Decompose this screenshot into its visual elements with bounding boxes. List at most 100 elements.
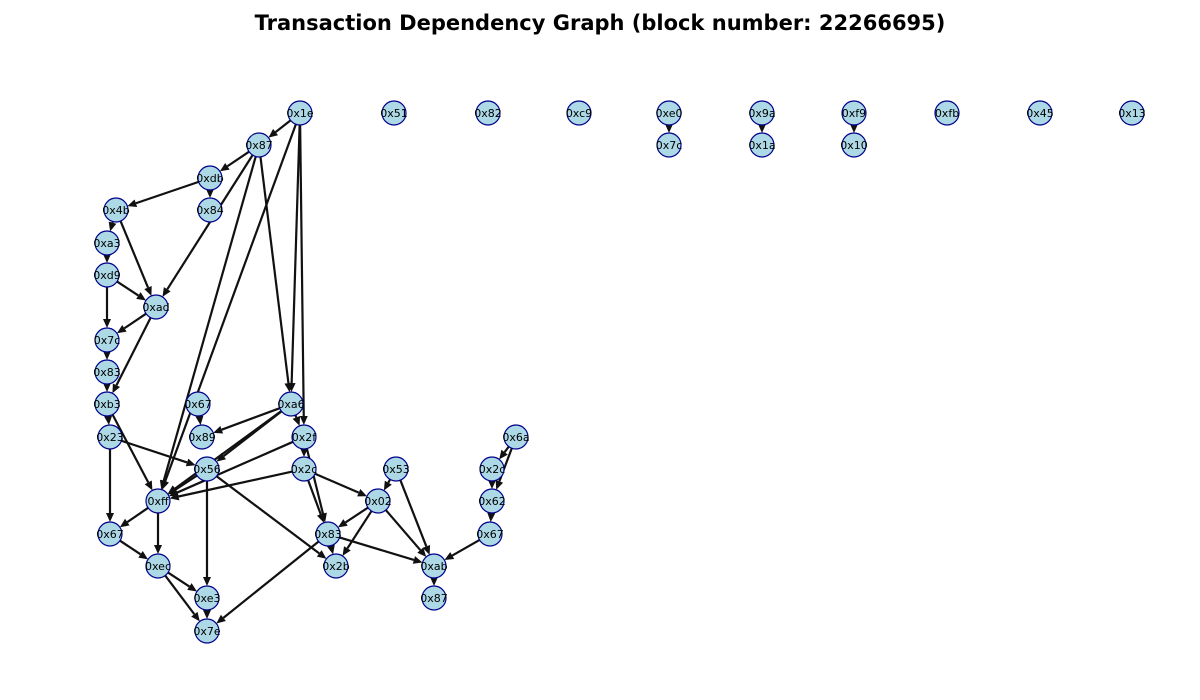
node-circle[interactable]: [291, 424, 317, 450]
node-n_fb[interactable]: 0xfb: [934, 100, 960, 126]
node-n_ff[interactable]: 0xff: [145, 488, 171, 514]
node-circle[interactable]: [421, 585, 447, 611]
node-n_87a[interactable]: 0x87: [245, 132, 273, 158]
node-circle[interactable]: [656, 100, 682, 126]
node-n_7c1[interactable]: 0x7c: [656, 132, 683, 158]
node-n_1e[interactable]: 0x1e: [286, 100, 314, 126]
node-circle[interactable]: [934, 100, 960, 126]
node-n_9a[interactable]: 0x9a: [748, 100, 776, 126]
node-n_ad[interactable]: 0xad: [142, 294, 170, 320]
node-circle[interactable]: [94, 327, 120, 353]
node-circle[interactable]: [477, 521, 503, 547]
node-n_2f[interactable]: 0x2f: [291, 424, 318, 450]
node-n_02[interactable]: 0x02: [364, 488, 392, 514]
node-circle[interactable]: [365, 488, 391, 514]
node-n_67a[interactable]: 0x67: [184, 391, 212, 417]
node-circle[interactable]: [143, 294, 169, 320]
node-circle[interactable]: [97, 424, 123, 450]
node-n_83b[interactable]: 0x83: [314, 521, 342, 547]
node-n_a6[interactable]: 0xa6: [277, 391, 305, 417]
node-circle[interactable]: [383, 456, 409, 482]
node-n_83a[interactable]: 0x83: [93, 359, 121, 385]
node-n_56[interactable]: 0x56: [193, 456, 221, 482]
node-circle[interactable]: [189, 424, 215, 450]
edge-arrowhead: [850, 124, 858, 133]
node-circle[interactable]: [185, 391, 211, 417]
node-n_2b[interactable]: 0x2b: [322, 553, 350, 579]
node-n_e3[interactable]: 0xe3: [194, 585, 221, 611]
edge-arrowhead: [154, 545, 162, 554]
node-label: 0xd9: [93, 269, 121, 282]
node-circle[interactable]: [841, 132, 867, 158]
node-circle[interactable]: [194, 618, 220, 644]
node-n_4b[interactable]: 0x4b: [102, 197, 130, 223]
node-circle[interactable]: [749, 100, 775, 126]
node-circle[interactable]: [145, 488, 171, 514]
node-n_b3[interactable]: 0xb3: [93, 391, 121, 417]
node-n_ec[interactable]: 0xec: [145, 553, 171, 579]
node-circle[interactable]: [749, 132, 775, 158]
node-n_7e[interactable]: 0x7e: [193, 618, 221, 644]
node-circle[interactable]: [194, 585, 220, 611]
node-circle[interactable]: [503, 424, 529, 450]
edge-n_02-n_83b: [338, 506, 369, 528]
node-n_e0[interactable]: 0xe0: [656, 100, 683, 126]
node-n_ab[interactable]: 0xab: [420, 553, 448, 579]
node-circle[interactable]: [566, 100, 592, 126]
node-circle[interactable]: [656, 132, 682, 158]
node-n_6a[interactable]: 0x6a: [502, 424, 530, 450]
node-circle[interactable]: [287, 100, 313, 126]
node-circle[interactable]: [841, 100, 867, 126]
node-n_2c2[interactable]: 0x2c: [479, 456, 506, 482]
node-circle[interactable]: [278, 391, 304, 417]
node-circle[interactable]: [197, 165, 223, 191]
edge-n_1e-n_a6: [287, 124, 301, 393]
node-n_f9[interactable]: 0xf9: [841, 100, 867, 126]
node-circle[interactable]: [291, 456, 317, 482]
node-n_67b[interactable]: 0x67: [96, 521, 124, 547]
node-n_87b[interactable]: 0x87: [420, 585, 448, 611]
node-circle[interactable]: [103, 197, 129, 223]
node-circle[interactable]: [323, 553, 349, 579]
node-n_d9[interactable]: 0xd9: [93, 262, 121, 288]
node-circle[interactable]: [197, 197, 223, 223]
node-label: 0x2f: [292, 431, 318, 444]
node-n_10[interactable]: 0x10: [840, 132, 868, 158]
node-n_53[interactable]: 0x53: [382, 456, 410, 482]
node-n_82[interactable]: 0x82: [474, 100, 502, 126]
node-circle[interactable]: [194, 456, 220, 482]
node-circle[interactable]: [97, 521, 123, 547]
node-n_2c1[interactable]: 0x2c: [291, 456, 318, 482]
node-n_c9[interactable]: 0xc9: [566, 100, 592, 126]
node-circle[interactable]: [94, 391, 120, 417]
node-n_7c2[interactable]: 0x7c: [94, 327, 121, 353]
node-circle[interactable]: [94, 262, 120, 288]
edge-n_67a-n_89: [195, 415, 204, 426]
node-n_89[interactable]: 0x89: [188, 424, 216, 450]
node-n_23[interactable]: 0x23: [96, 424, 124, 450]
node-n_62[interactable]: 0x62: [478, 488, 506, 514]
node-n_db[interactable]: 0xdb: [196, 165, 224, 191]
node-circle[interactable]: [479, 456, 505, 482]
node-n_a3[interactable]: 0xa3: [93, 230, 121, 256]
edge-line: [384, 509, 422, 551]
node-label: 0xb3: [93, 398, 121, 411]
node-circle[interactable]: [381, 100, 407, 126]
node-n_45[interactable]: 0x45: [1026, 100, 1054, 126]
node-n_1a[interactable]: 0x1a: [748, 132, 776, 158]
node-circle[interactable]: [421, 553, 447, 579]
node-circle[interactable]: [145, 553, 171, 579]
node-circle[interactable]: [475, 100, 501, 126]
node-label: 0xab: [420, 560, 447, 573]
node-n_67c[interactable]: 0x67: [476, 521, 504, 547]
node-circle[interactable]: [315, 521, 341, 547]
node-n_13[interactable]: 0x13: [1118, 100, 1146, 126]
node-circle[interactable]: [94, 230, 120, 256]
node-n_51[interactable]: 0x51: [380, 100, 408, 126]
node-circle[interactable]: [479, 488, 505, 514]
node-circle[interactable]: [1119, 100, 1145, 126]
node-circle[interactable]: [94, 359, 120, 385]
node-n_84[interactable]: 0x84: [196, 197, 224, 223]
node-circle[interactable]: [246, 132, 272, 158]
node-circle[interactable]: [1027, 100, 1053, 126]
